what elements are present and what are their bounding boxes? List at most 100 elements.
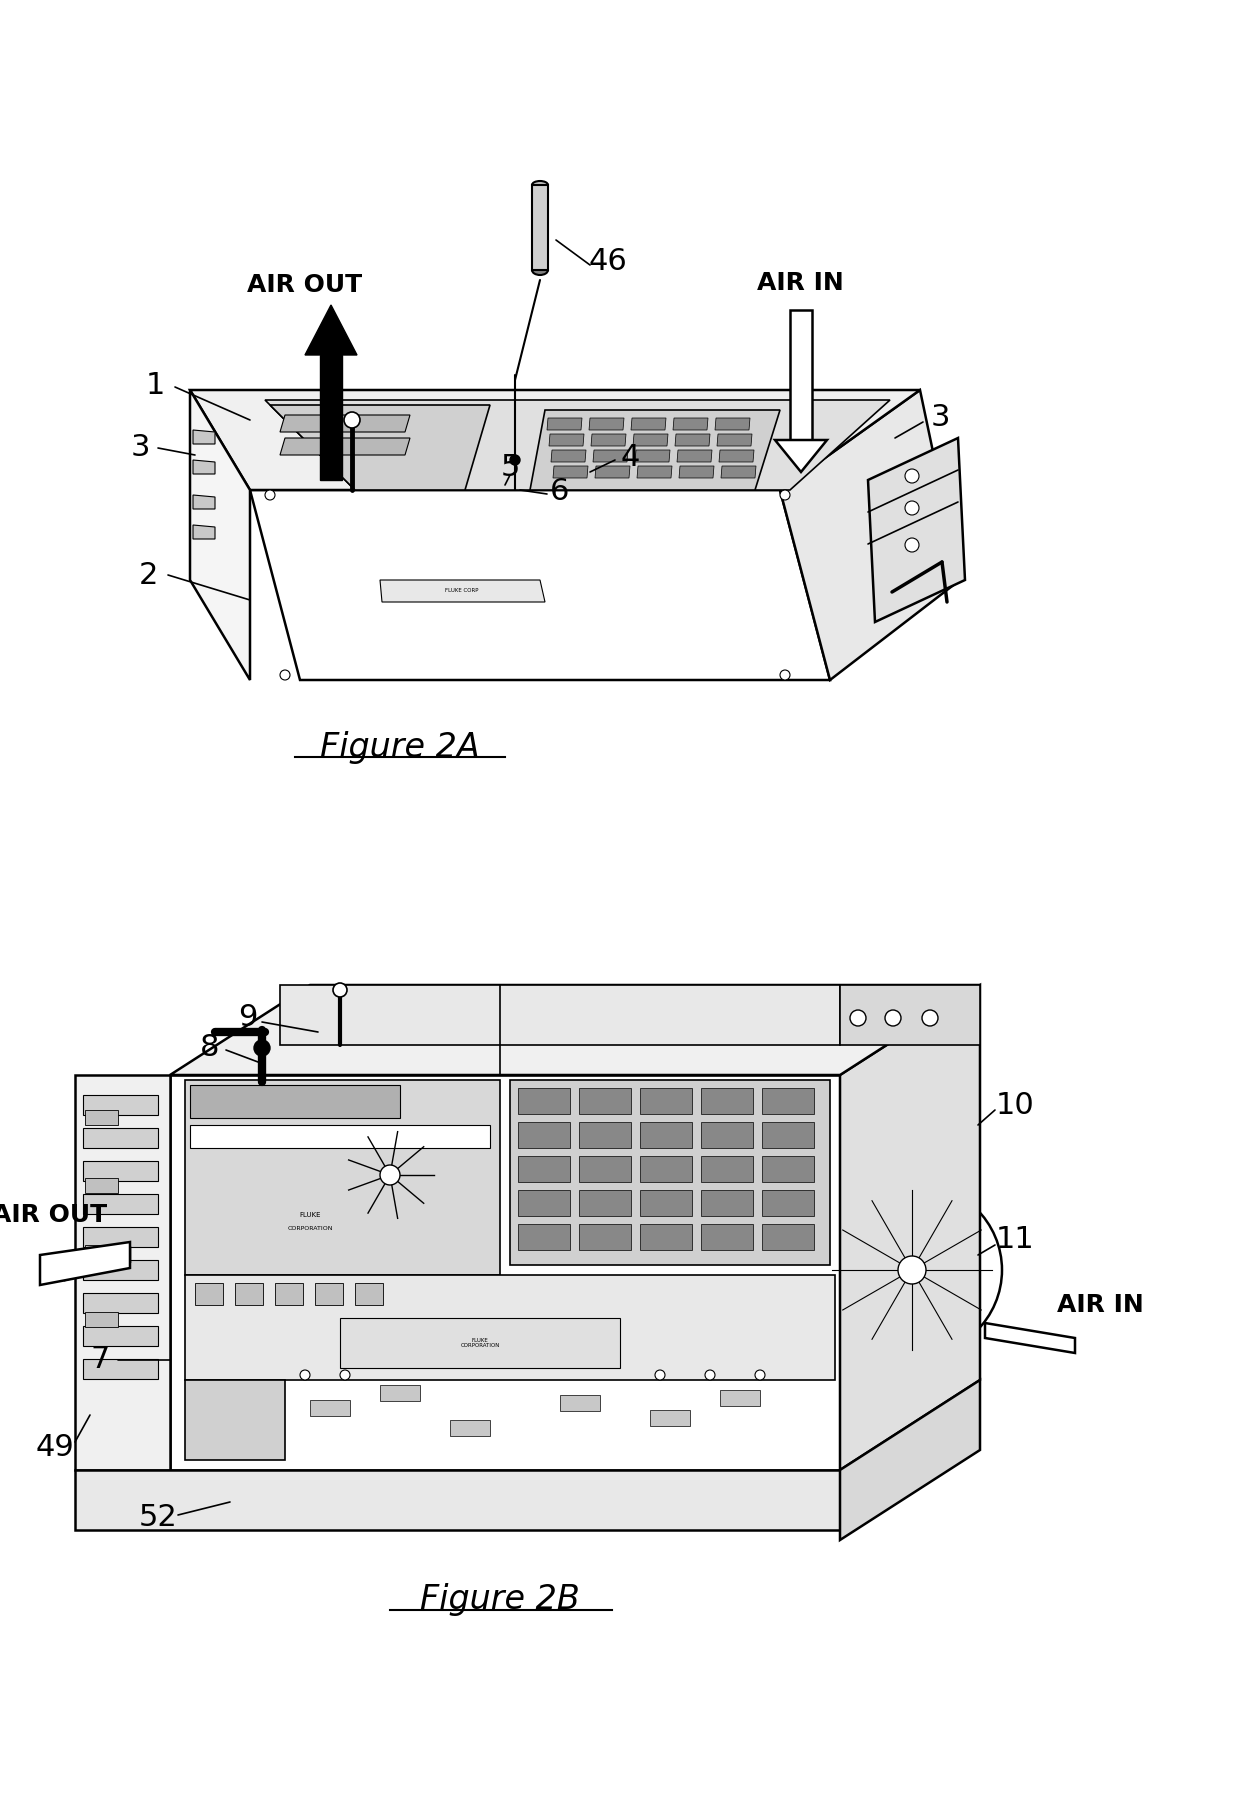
Circle shape	[706, 1370, 715, 1380]
Text: AIR OUT: AIR OUT	[0, 1203, 108, 1226]
Polygon shape	[250, 490, 830, 680]
Polygon shape	[185, 1079, 500, 1275]
Polygon shape	[640, 1088, 692, 1114]
Polygon shape	[86, 1312, 118, 1328]
Polygon shape	[83, 1326, 157, 1346]
Polygon shape	[701, 1224, 753, 1250]
Polygon shape	[635, 450, 670, 463]
Text: 52: 52	[139, 1504, 177, 1533]
Polygon shape	[185, 1380, 285, 1460]
Polygon shape	[549, 434, 584, 446]
Circle shape	[905, 539, 919, 551]
Polygon shape	[717, 434, 751, 446]
Polygon shape	[985, 1322, 1075, 1353]
Polygon shape	[280, 415, 410, 432]
Circle shape	[898, 1255, 926, 1284]
Text: 49: 49	[36, 1433, 74, 1462]
Polygon shape	[720, 466, 756, 479]
Text: AIR IN: AIR IN	[1056, 1293, 1143, 1317]
Polygon shape	[170, 985, 980, 1076]
Text: 3: 3	[930, 403, 950, 432]
Polygon shape	[839, 985, 980, 1469]
Polygon shape	[579, 1156, 631, 1183]
Polygon shape	[579, 1088, 631, 1114]
Polygon shape	[275, 1282, 303, 1304]
Polygon shape	[763, 1088, 813, 1114]
Polygon shape	[763, 1224, 813, 1250]
Polygon shape	[839, 985, 980, 1045]
Ellipse shape	[337, 1130, 443, 1221]
Polygon shape	[529, 410, 780, 490]
Text: 2: 2	[139, 561, 157, 590]
Polygon shape	[83, 1359, 157, 1379]
Polygon shape	[190, 390, 920, 490]
Polygon shape	[673, 417, 708, 430]
Polygon shape	[193, 524, 215, 539]
Polygon shape	[532, 185, 548, 270]
Text: 3: 3	[130, 434, 150, 463]
Polygon shape	[74, 1469, 839, 1529]
Polygon shape	[86, 1110, 118, 1125]
Polygon shape	[83, 1261, 157, 1281]
Polygon shape	[547, 417, 582, 430]
Circle shape	[655, 1370, 665, 1380]
Text: Figure 2A: Figure 2A	[320, 731, 480, 764]
Text: AIR IN: AIR IN	[756, 270, 843, 296]
Polygon shape	[763, 1190, 813, 1215]
Polygon shape	[715, 417, 750, 430]
Text: 7: 7	[91, 1346, 109, 1375]
Text: 46: 46	[589, 247, 627, 276]
Polygon shape	[379, 1386, 420, 1400]
Circle shape	[510, 455, 520, 464]
Polygon shape	[790, 310, 812, 441]
Polygon shape	[355, 1282, 383, 1304]
Polygon shape	[763, 1123, 813, 1148]
Polygon shape	[265, 401, 890, 490]
Polygon shape	[450, 1420, 490, 1437]
Circle shape	[280, 669, 290, 680]
Circle shape	[755, 1370, 765, 1380]
Polygon shape	[315, 1282, 343, 1304]
Polygon shape	[560, 1395, 600, 1411]
Polygon shape	[74, 1076, 170, 1469]
Polygon shape	[720, 1390, 760, 1406]
Ellipse shape	[465, 435, 534, 459]
Polygon shape	[518, 1156, 570, 1183]
Text: 1: 1	[145, 370, 165, 399]
Polygon shape	[680, 466, 714, 479]
Polygon shape	[270, 405, 490, 490]
Ellipse shape	[532, 265, 548, 276]
Circle shape	[340, 1370, 350, 1380]
Text: 9: 9	[238, 1003, 258, 1032]
Polygon shape	[185, 1275, 835, 1380]
Polygon shape	[190, 390, 250, 680]
Polygon shape	[236, 1282, 263, 1304]
Text: FLUKE
CORPORATION: FLUKE CORPORATION	[460, 1337, 500, 1348]
Polygon shape	[677, 450, 712, 463]
Polygon shape	[701, 1156, 753, 1183]
Polygon shape	[193, 495, 215, 510]
Polygon shape	[701, 1190, 753, 1215]
Polygon shape	[518, 1123, 570, 1148]
Circle shape	[780, 669, 790, 680]
Polygon shape	[763, 1156, 813, 1183]
Polygon shape	[701, 1088, 753, 1114]
Polygon shape	[553, 466, 588, 479]
Polygon shape	[193, 430, 215, 444]
Polygon shape	[83, 1161, 157, 1181]
Polygon shape	[780, 390, 960, 680]
Text: 6: 6	[551, 477, 569, 506]
Text: FLUKE: FLUKE	[299, 1212, 321, 1217]
Text: AIR OUT: AIR OUT	[248, 272, 362, 297]
Polygon shape	[86, 1244, 118, 1261]
Polygon shape	[86, 1177, 118, 1194]
Polygon shape	[510, 1079, 830, 1264]
Polygon shape	[83, 1096, 157, 1116]
Text: 5: 5	[500, 452, 520, 481]
Polygon shape	[83, 1194, 157, 1214]
Circle shape	[780, 490, 790, 501]
Polygon shape	[310, 1400, 350, 1417]
Polygon shape	[170, 1076, 839, 1469]
Polygon shape	[640, 1123, 692, 1148]
Polygon shape	[193, 461, 215, 473]
